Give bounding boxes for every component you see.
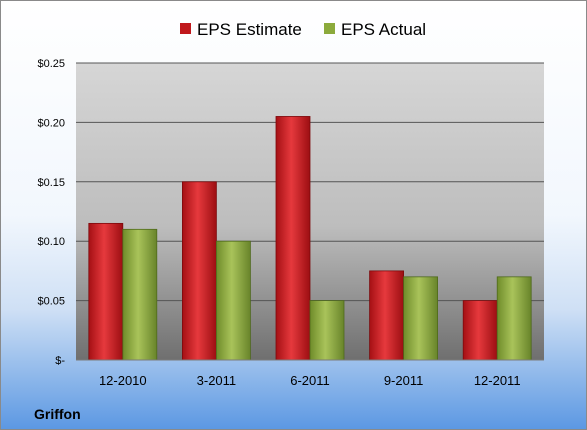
- bars: [88, 116, 532, 361]
- y-tick-label: $0.20: [37, 117, 65, 129]
- bar-eps-estimate-6-2011: [275, 116, 311, 361]
- x-tick-label: 12-2010: [99, 373, 147, 388]
- bar-eps-actual-3-2011: [215, 240, 251, 361]
- legend: EPS Estimate EPS Actual: [180, 20, 426, 39]
- bar-eps-estimate-12-2010: [88, 222, 124, 361]
- x-tick-label: 9-2011: [384, 373, 424, 388]
- legend-label-eps-estimate: EPS Estimate: [197, 20, 302, 39]
- bar-eps-estimate-3-2011: [181, 181, 217, 361]
- x-axis-ticks: 12-2010 3-2011 6-2011 9-2011 12-2011: [99, 373, 521, 388]
- legend-swatch-eps-actual: [324, 23, 335, 34]
- y-tick-label: $-: [55, 355, 65, 367]
- bar-eps-actual-12-2010: [122, 228, 158, 361]
- x-tick-label: 12-2011: [474, 373, 521, 388]
- y-axis-ticks: $- $0.05 $0.10 $0.15 $0.20 $0.25: [37, 58, 65, 367]
- y-tick-label: $0.10: [37, 236, 65, 248]
- legend-swatch-eps-estimate: [180, 23, 191, 34]
- company-label: Griffon: [34, 406, 81, 422]
- y-tick-label: $0.15: [37, 177, 65, 189]
- bar-eps-actual-9-2011: [403, 276, 439, 361]
- x-tick-label: 6-2011: [290, 373, 330, 388]
- x-tick-label: 3-2011: [197, 373, 237, 388]
- y-tick-label: $0.05: [37, 296, 65, 308]
- legend-label-eps-actual: EPS Actual: [341, 20, 426, 39]
- bar-eps-actual-12-2011: [496, 276, 532, 361]
- bar-eps-estimate-9-2011: [369, 270, 405, 361]
- bar-eps-actual-6-2011: [309, 300, 345, 361]
- y-tick-label: $0.25: [37, 58, 65, 70]
- bar-eps-estimate-12-2011: [462, 300, 498, 361]
